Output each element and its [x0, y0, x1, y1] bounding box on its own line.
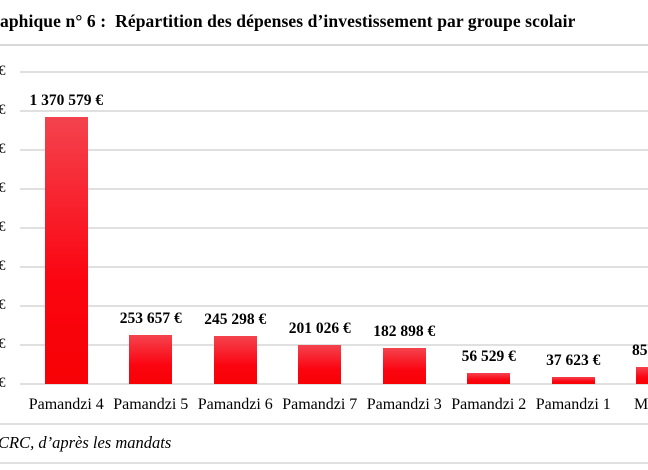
gridline [20, 188, 648, 190]
bar-pamandzi-5 [129, 335, 173, 384]
gridline [20, 110, 648, 112]
bar-pamandzi-3 [382, 348, 426, 384]
y-axis-tick-label: € [0, 297, 6, 313]
bottom-divider [0, 462, 648, 464]
gridline [20, 149, 648, 151]
bar-pamandzi-6 [213, 336, 257, 384]
category-label: Pamandzi 2 [451, 396, 527, 413]
category-label: Pamandzi 5 [113, 396, 189, 413]
category-label: Pamandzi 4 [28, 396, 104, 413]
gridline [20, 266, 648, 268]
bar-pamandzi-2 [467, 373, 511, 384]
bar-value-label: 253 657 € [119, 310, 182, 327]
y-axis-tick-label: € [0, 180, 6, 196]
category-label: Pamandzi 1 [535, 396, 611, 413]
y-axis-tick-label: € [0, 375, 6, 391]
chart-title: aphique n° 6 : Répartition des dépenses … [0, 11, 576, 31]
bar-value-label: 245 298 € [204, 311, 267, 328]
chart-bottom-divider [0, 423, 648, 425]
y-axis-tick-label: € [0, 219, 6, 235]
bar-pamandzi-1 [551, 377, 595, 384]
bar-pamandzi-7 [298, 345, 342, 384]
y-axis-tick-label: € [0, 336, 6, 352]
gridline [20, 71, 648, 73]
bar-value-label: 85 [632, 342, 648, 359]
y-axis-tick-label: € [0, 258, 6, 274]
gridline [20, 227, 648, 229]
top-divider [0, 44, 648, 46]
gridline [20, 383, 648, 385]
bar-value-label: 182 898 € [373, 323, 436, 340]
category-label: Pamandzi 7 [282, 396, 358, 413]
source-note: CRC, d’après les mandats [0, 433, 172, 452]
bar-value-label: 56 529 € [461, 348, 516, 365]
category-label: Pamandzi 6 [197, 396, 273, 413]
bar-value-label: 201 026 € [288, 320, 351, 337]
category-label: Pamandzi 3 [366, 396, 442, 413]
y-axis-tick-label: € [0, 141, 6, 157]
bar-value-label: 1 370 579 € [29, 92, 104, 109]
bar-value-label: 37 623 € [546, 352, 601, 369]
category-label: M [634, 396, 648, 413]
bar-pamandzi-4 [44, 117, 88, 384]
y-axis-tick-label: € [0, 102, 6, 118]
bar-m [636, 367, 648, 384]
y-axis-tick-label: € [0, 63, 6, 79]
gridline [20, 305, 648, 307]
